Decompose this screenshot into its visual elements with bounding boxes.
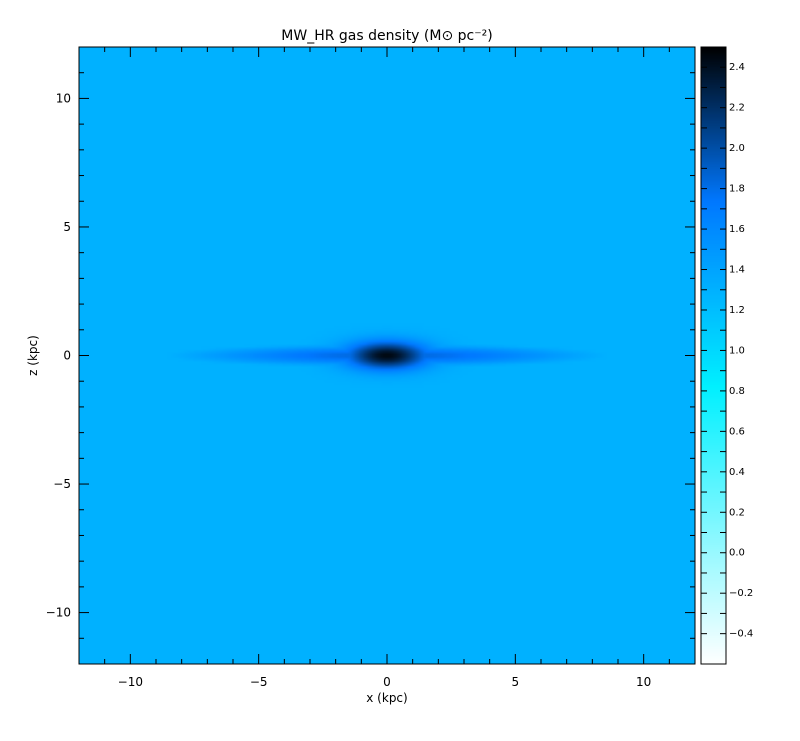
colorbar-tick-label: 2.2: [729, 103, 745, 114]
colorbar-tick-label: 0.4: [729, 467, 745, 478]
y-tick-label: −10: [46, 606, 71, 620]
colorbar-ticks: −0.4 −0.2 0.0 0.2 0.4 0.6 0.8 1.0 1.2 1.4 1.6 1.8 2.…: [701, 62, 753, 640]
chart-title: MW_HR gas density (M⊙ pc⁻²): [281, 28, 492, 44]
y-tick-label: 5: [63, 220, 71, 234]
colorbar-tick-label: 1.6: [729, 224, 745, 235]
colorbar-tick-label: 0.0: [729, 548, 745, 559]
x-tick-label: 5: [512, 675, 520, 689]
colorbar-tick-label: 2.0: [729, 143, 745, 154]
x-tick-label: 10: [636, 675, 651, 689]
colorbar-tick-label: 0.2: [729, 507, 745, 518]
colorbar-frame: [700, 46, 727, 665]
colorbar: −0.4 −0.2 0.0 0.2 0.4 0.6 0.8 1.0 1.2 1.4 1.6 1.8 2.…: [700, 46, 753, 665]
y-tick-label: 0: [63, 349, 71, 363]
colorbar-tick-label: 0.8: [729, 386, 745, 397]
colorbar-tick-label: 0.6: [729, 426, 745, 437]
y-tick-label: 10: [56, 91, 71, 105]
y-axis-ticks: −10 −5 0 5 10: [46, 46, 695, 665]
colorbar-gradient: [701, 47, 726, 664]
y-tick-label: −5: [53, 477, 71, 491]
colorbar-tick-label: −0.2: [729, 588, 753, 599]
colorbar-tick-label: 2.4: [729, 62, 745, 73]
density-heatmap: [79, 47, 695, 664]
colorbar-tick-label: 1.8: [729, 184, 745, 195]
x-axis-ticks: −10 −5 0 5 10: [78, 47, 696, 689]
x-axis-label: x (kpc): [366, 691, 407, 705]
x-tick-label: −10: [118, 675, 143, 689]
y-axis-label: z (kpc): [26, 335, 40, 376]
colorbar-tick-label: 1.0: [729, 345, 745, 356]
heatmap-layer: [79, 47, 695, 664]
colorbar-tick-label: 1.4: [729, 265, 745, 276]
colorbar-tick-label: 1.2: [729, 305, 745, 316]
x-tick-label: 0: [383, 675, 391, 689]
x-tick-label: −5: [250, 675, 268, 689]
colorbar-tick-label: −0.4: [729, 629, 753, 640]
